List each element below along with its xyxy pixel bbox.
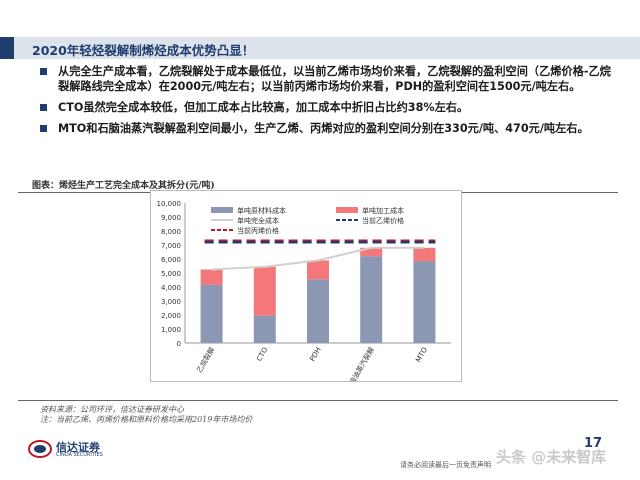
title-accent (0, 37, 14, 59)
y-tick-label: 5,000 (161, 270, 181, 278)
bullet-square-icon (40, 68, 47, 75)
legend-swatch (336, 207, 358, 213)
x-tick-label: 石脑油蒸汽裂解 (344, 346, 376, 382)
bullet-list: 从完全生产成本看，乙烷裂解处于成本最低位，以当前乙烯市场均价来看，乙烷裂解的盈利… (40, 64, 620, 142)
bullet-item: CTO虽然完全成本较低，但加工成本占比较高，加工成本中折旧占比约38%左右。 (40, 100, 620, 115)
source-note: 注：当前乙烯、丙烯价格和原料价格均采用2019年市场均价 (40, 415, 253, 424)
legend-label: 当前丙烯价格 (237, 226, 279, 235)
bullet-item: 从完全生产成本看，乙烷裂解处于成本最低位，以当前乙烯市场均价来看，乙烷裂解的盈利… (40, 64, 620, 94)
y-tick-label: 8,000 (161, 228, 181, 236)
y-tick-label: 1,000 (161, 326, 181, 334)
x-tick-label: PDH (308, 346, 322, 363)
y-tick-label: 6,000 (161, 256, 181, 264)
bullet-text: CTO虽然完全成本较低，但加工成本占比较高，加工成本中折旧占比约38%左右。 (58, 101, 469, 114)
y-tick-label: 3,000 (161, 298, 181, 306)
legend-swatch (211, 207, 233, 213)
chart-frame: 0 1,000 2,000 3,000 4,000 5,000 6,000 7,000 8,00… (150, 190, 462, 392)
logo-icon (28, 440, 52, 458)
x-tick-label: CTO (255, 346, 270, 363)
cost-chart: 0 1,000 2,000 3,000 4,000 5,000 6,000 7,000 8,00… (157, 200, 451, 392)
title-bar (0, 37, 640, 59)
bar-material (307, 279, 329, 343)
logo-text: 信达证券 (56, 441, 100, 454)
source-note: 资料来源：公司环评，信达证券研发中心 (40, 405, 184, 414)
footer-disclaimer: 请务必阅读最后一页免责声明 (400, 461, 491, 469)
bullet-text: MTO和石脑油蒸汽裂解盈利空间最小，生产乙烯、丙烯对应的盈利空间分别在330元/… (58, 122, 589, 135)
bar-processing (307, 260, 329, 280)
logo-subtext: CINDA SECURITIES (56, 452, 103, 458)
legend-label: 单吨完全成本 (237, 216, 279, 225)
y-tick-label: 10,000 (157, 200, 182, 208)
x-tick-label: 乙烷裂解 (195, 346, 217, 375)
bullet-text: 从完全生产成本看，乙烷裂解处于成本最低位，以当前乙烯市场均价来看，乙烷裂解的盈利… (58, 65, 611, 93)
bullet-square-icon (40, 125, 47, 132)
bar-material (200, 284, 223, 343)
page-number: 17 (584, 436, 603, 451)
y-tick-label: 0 (177, 340, 181, 348)
bar-processing (360, 247, 383, 257)
bar-material (360, 256, 383, 343)
y-tick-label: 2,000 (161, 312, 181, 320)
y-tick-label: 7,000 (161, 242, 181, 250)
figure-caption: 图表：烯烃生产工艺完全成本及其拆分(元/吨) (32, 181, 215, 191)
bar-processing (413, 247, 436, 262)
legend-label: 单吨加工成本 (362, 206, 404, 215)
page-title: 2020年轻烃裂解制烯烃成本优势凸显！ (32, 43, 255, 58)
bullet-square-icon (40, 104, 47, 111)
bar-processing (200, 269, 223, 285)
legend-label: 单吨原材料成本 (237, 206, 286, 215)
x-tick-label: MTO (414, 346, 429, 364)
y-tick-label: 9,000 (161, 214, 181, 222)
watermark: 头条 @未来智库 (496, 448, 607, 466)
bar-material (253, 315, 276, 343)
full-cost-line (211, 246, 425, 271)
y-tick-label: 4,000 (161, 284, 181, 292)
bar-processing (253, 266, 276, 316)
source-divider (18, 400, 618, 401)
legend-label: 当前乙烯价格 (362, 216, 404, 225)
company-logo: 信达证券 CINDA SECURITIES (28, 438, 118, 464)
bar-material (413, 261, 436, 343)
bullet-item: MTO和石脑油蒸汽裂解盈利空间最小，生产乙烯、丙烯对应的盈利空间分别在330元/… (40, 121, 620, 136)
